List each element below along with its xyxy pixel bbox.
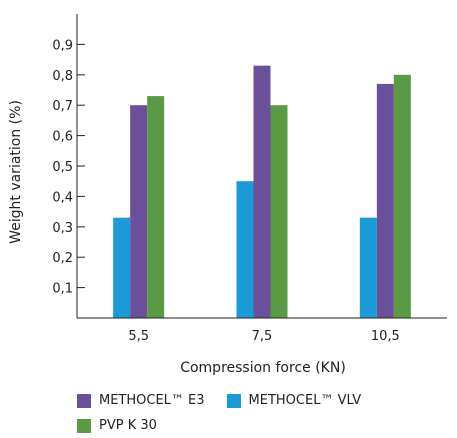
x-tick-label-1: 7,5 [252,329,273,344]
y-tick-label-8: 0,9 [52,38,73,53]
bar-2-0 [359,217,377,318]
y-tick-label-3: 0,4 [52,190,73,205]
y-tick-label-7: 0,8 [52,69,73,84]
bar-2-2 [393,74,411,318]
legend-swatch-methocel-e3 [77,393,91,408]
legend-label-pvp-k30: PVP K 30 [99,418,157,433]
y-tick-label-4: 0,5 [52,160,73,175]
y-tick-label-2: 0,3 [52,221,73,236]
bar-chart: 0,1 0,2 0,3 0,4 0,5 0,6 0,7 0,8 0,9 5,5 7,5 10,5 C… [8,14,447,376]
legend-swatch-methocel-vlv [226,393,241,408]
bar-1-1 [253,65,271,319]
y-tick-label-5: 0,6 [52,130,73,145]
x-axis-labels: 5,5 7,5 10,5 [128,329,399,344]
y-axis-ticks: 0,1 0,2 0,3 0,4 0,5 0,6 0,7 0,8 0,9 [52,38,85,297]
bar-0-1 [130,105,148,318]
legend-item-methocel-e3: METHOCEL™ E3 [77,393,205,408]
bar-1-2 [270,105,288,318]
legend: METHOCEL™ E3 METHOCEL™ VLV PVP K 30 [77,388,447,438]
x-axis-title: Compression force (KN) [180,360,346,376]
x-tick-label-0: 5,5 [128,329,149,344]
bar-1-0 [236,181,254,318]
legend-item-methocel-vlv: METHOCEL™ VLV [226,393,362,408]
legend-row-1: METHOCEL™ E3 METHOCEL™ VLV [77,388,447,413]
bars [113,65,411,319]
bar-2-1 [376,83,394,318]
y-axis-title: Weight variation (%) [8,100,24,244]
legend-swatch-pvp-k30 [77,418,91,433]
y-tick-label-0: 0,1 [52,282,73,297]
bar-0-2 [147,96,165,318]
legend-label-methocel-vlv: METHOCEL™ VLV [248,393,362,408]
legend-item-pvp-k30: PVP K 30 [77,418,157,433]
x-tick-label-2: 10,5 [371,329,400,344]
y-tick-label-6: 0,7 [52,99,73,114]
bar-0-0 [113,217,131,318]
y-tick-label-1: 0,2 [52,251,73,266]
legend-row-2: PVP K 30 [77,413,447,438]
legend-label-methocel-e3: METHOCEL™ E3 [99,393,205,408]
